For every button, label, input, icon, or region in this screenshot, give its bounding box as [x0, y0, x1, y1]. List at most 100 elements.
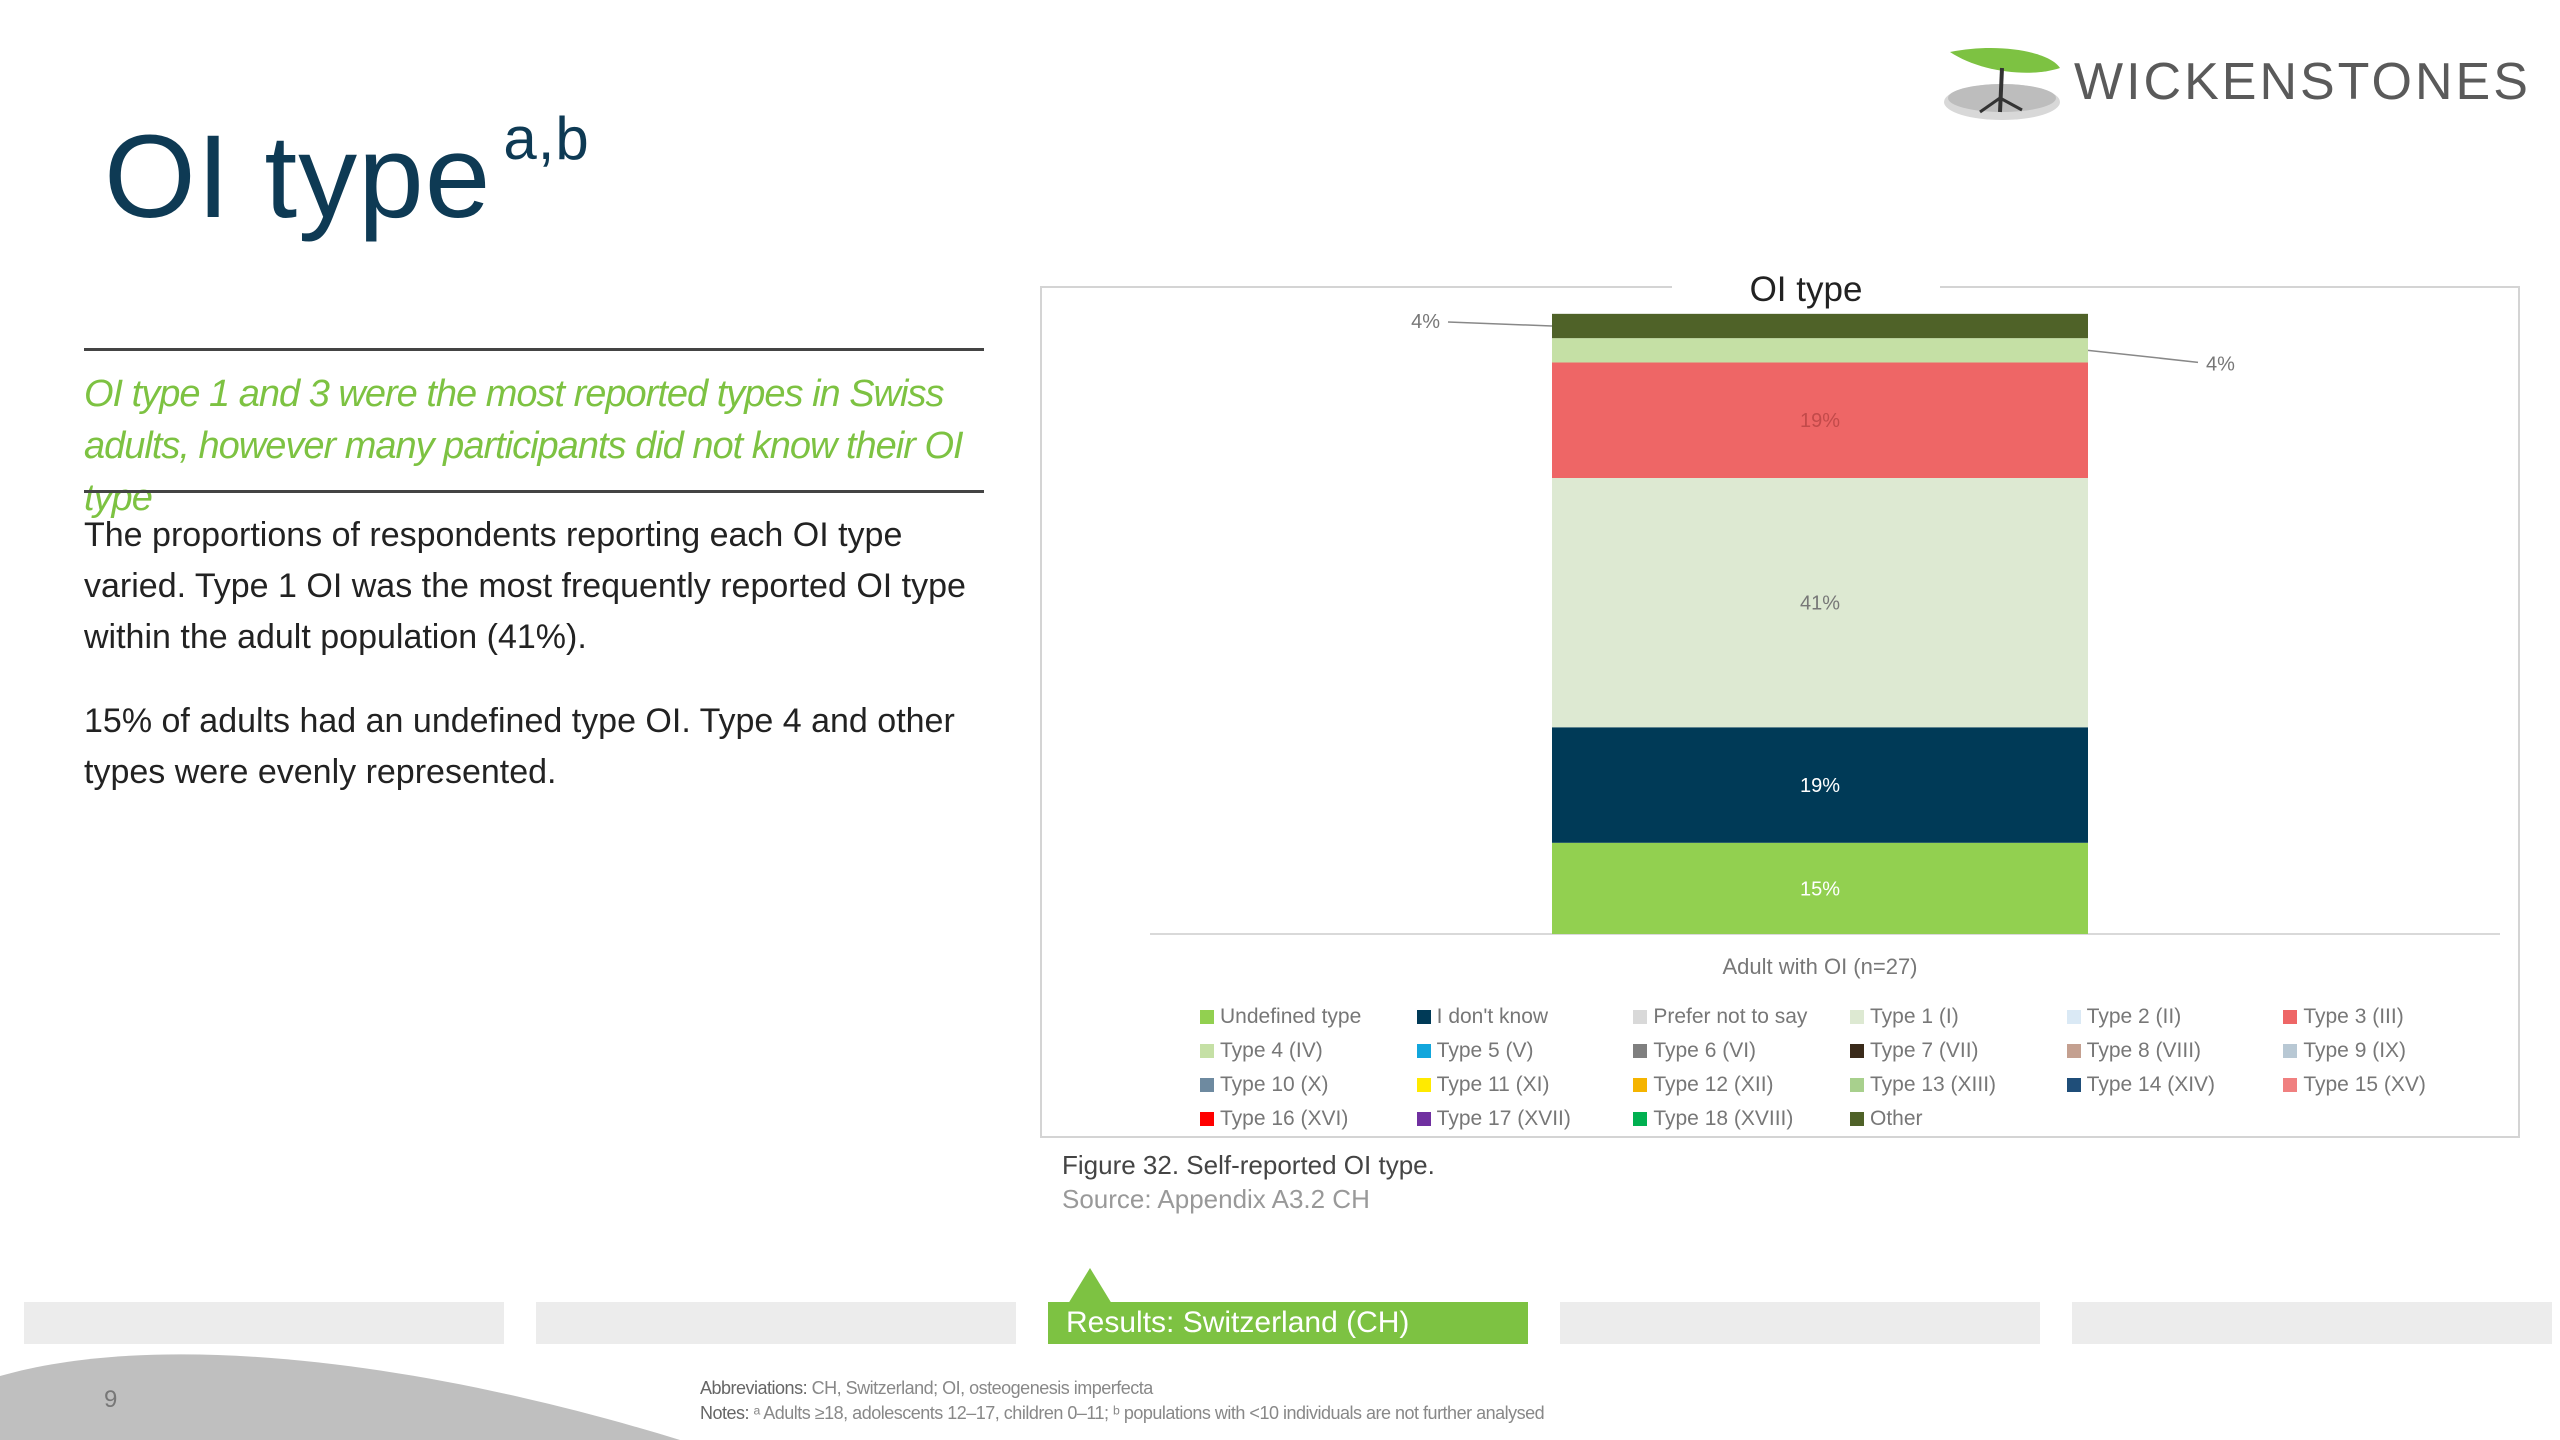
legend-swatch-type-4-iv [1200, 1044, 1214, 1058]
legend-swatch-prefer-not-to-say [1633, 1010, 1648, 1024]
legend-swatch-type-1-i [1850, 1010, 1864, 1024]
nav-segment-2[interactable] [536, 1302, 1016, 1344]
legend-swatch-type-14-xiv [2066, 1078, 2081, 1092]
legend-label-type-8-viii: Type 8 (VIII) [2086, 1039, 2202, 1062]
legend-label-type-14-xiv: Type 14 (XIV) [2086, 1073, 2216, 1096]
legend-label-type-15-xv: Type 15 (XV) [2303, 1073, 2426, 1096]
legend-item-undefined-type: Undefined type [1200, 1002, 1417, 1032]
data-label-other: 4% [1411, 311, 1440, 333]
data-label-undefined-type: 15% [1800, 878, 1840, 900]
legend-label-i-don-t-know: I don't know [1436, 1005, 1549, 1028]
nav-segment-5[interactable] [2072, 1302, 2552, 1344]
bar-segment-type-4-iv [1552, 338, 2088, 363]
data-label-type-3-iii: 19% [1800, 410, 1840, 432]
legend-item-type-9-ix: Type 9 (IX) [2283, 1036, 2500, 1066]
legend-item-type-4-iv: Type 4 (IV) [1200, 1036, 1417, 1066]
notes-text: ᵃ Adults ≥18, adolescents 12–17, childre… [753, 1403, 1545, 1423]
stacked-bar-chart: 15% 19% 41% 19% 4% 4% Adult with OI (n=27) [1150, 311, 2500, 979]
page-title: OI type a,b [104, 108, 590, 236]
legend-label-type-12-xii: Type 12 (XII) [1653, 1073, 1774, 1096]
legend-swatch-type-9-ix [2283, 1044, 2298, 1058]
nav-pointer-icon [1068, 1268, 1112, 1304]
chart-title: OI type [1672, 268, 1940, 312]
legend-item-prefer-not-to-say: Prefer not to say [1633, 1002, 1850, 1032]
figure-caption: Figure 32. Self-reported OI type. [1062, 1150, 1435, 1180]
legend-item-type-18-xviii: Type 18 (XVIII) [1633, 1104, 1850, 1134]
legend-item-type-17-xvii: Type 17 (XVII) [1416, 1104, 1634, 1134]
legend-swatch-type-6-vi [1633, 1044, 1648, 1058]
legend-swatch-type-2-ii [2066, 1010, 2081, 1024]
legend-item-type-10-x: Type 10 (X) [1200, 1070, 1417, 1100]
legend-label-prefer-not-to-say: Prefer not to say [1653, 1005, 1808, 1028]
bar-segment-undefined-type [1552, 842, 2088, 934]
body-paragraph-2: 15% of adults had an undefined type OI. … [84, 702, 955, 791]
page-title-superscript: a,b [503, 104, 590, 172]
legend-label-type-2-ii: Type 2 (II) [2086, 1005, 2182, 1028]
bottom-divider [84, 490, 984, 493]
data-label-type-1-i: 41% [1800, 593, 1840, 615]
legend-item-type-15-xv: Type 15 (XV) [2283, 1070, 2500, 1100]
key-finding-subheading: OI type 1 and 3 were the most reported t… [84, 373, 964, 519]
figure-source: Source: Appendix A3.2 CH [1062, 1184, 1370, 1214]
legend-item-type-13-xiii: Type 13 (XIII) [1850, 1070, 2067, 1100]
data-label-i-don-t-know: 19% [1800, 775, 1840, 797]
legend-label-type-18-xviii: Type 18 (XVIII) [1653, 1107, 1794, 1130]
nav-segment-active[interactable]: Results: Switzerland (CH) [1048, 1302, 1528, 1344]
legend-label-type-4-iv: Type 4 (IV) [1220, 1039, 1323, 1062]
bar-segment-i-don-t-know [1552, 727, 2088, 843]
body-paragraph-1: The proportions of respondents reporting… [84, 516, 966, 656]
legend-item-type-3-iii: Type 3 (III) [2283, 1002, 2500, 1032]
page-number: 9 [104, 1386, 118, 1413]
legend-label-type-9-ix: Type 9 (IX) [2303, 1039, 2407, 1062]
legend-label-type-5-v: Type 5 (V) [1436, 1039, 1534, 1062]
category-label: Adult with OI (n=27) [1722, 954, 1917, 979]
legend-swatch-undefined-type [1200, 1010, 1214, 1024]
legend-item-i-don-t-know: I don't know [1416, 1002, 1634, 1032]
legend-swatch-i-don-t-know [1416, 1010, 1431, 1024]
legend-item-type-11-xi: Type 11 (XI) [1416, 1070, 1634, 1100]
legend-swatch-type-7-vii [1850, 1044, 1864, 1058]
legend-item-other: Other [1850, 1104, 2067, 1134]
legend-label-other: Other [1870, 1107, 1923, 1130]
bar-segment-other [1552, 313, 2088, 339]
legend-label-type-10-x: Type 10 (X) [1220, 1073, 1329, 1096]
legend-swatch-type-5-v [1416, 1044, 1431, 1058]
legend-swatch-type-16-xvi [1200, 1112, 1214, 1126]
legend-label-type-13-xiii: Type 13 (XIII) [1870, 1073, 1997, 1096]
footer-swoosh-shape [0, 1354, 680, 1440]
abbreviations-label: Abbreviations: [700, 1378, 808, 1398]
legend-item-type-6-vi: Type 6 (VI) [1633, 1036, 1850, 1066]
nav-segment-4[interactable] [1560, 1302, 2040, 1344]
legend-label-type-17-xvii: Type 17 (XVII) [1436, 1107, 1571, 1130]
legend-item-type-16-xvi: Type 16 (XVI) [1200, 1104, 1417, 1134]
legend-item-type-7-vii: Type 7 (VII) [1850, 1036, 2067, 1066]
bar-segment-type-3-iii [1552, 362, 2088, 478]
top-divider [84, 348, 984, 351]
legend-item-type-8-viii: Type 8 (VIII) [2066, 1036, 2284, 1066]
legend-swatch-type-15-xv [2283, 1078, 2298, 1092]
legend-label-type-16-xvi: Type 16 (XVI) [1220, 1107, 1349, 1130]
nav-segment-1[interactable] [24, 1302, 504, 1344]
legend-swatch-type-10-x [1200, 1078, 1214, 1092]
abbreviations-note: Abbreviations: CH, Switzerland; OI, oste… [700, 1378, 1153, 1399]
legend-label-type-6-vi: Type 6 (VI) [1653, 1039, 1757, 1062]
legend-swatch-type-3-iii [2283, 1010, 2298, 1024]
legend-swatch-type-11-xi [1416, 1078, 1431, 1092]
legend-swatch-type-8-viii [2066, 1044, 2081, 1058]
notes-label: Notes: [700, 1403, 750, 1423]
legend-label-type-1-i: Type 1 (I) [1870, 1005, 1959, 1028]
data-label-type-4-iv: 4% [2206, 353, 2235, 375]
legend-item-type-5-v: Type 5 (V) [1416, 1036, 1634, 1066]
legend-label-undefined-type: Undefined type [1220, 1005, 1362, 1028]
data-label-leader-other [1447, 321, 1553, 327]
legend-label-type-3-iii: Type 3 (III) [2303, 1005, 2404, 1028]
legend-item-type-14-xiv: Type 14 (XIV) [2066, 1070, 2284, 1100]
wickenstones-logo-icon [1944, 47, 2060, 120]
legend-item-type-12-xii: Type 12 (XII) [1633, 1070, 1850, 1100]
legend-item-type-2-ii: Type 2 (II) [2066, 1002, 2284, 1032]
legend-swatch-type-13-xiii [1850, 1078, 1864, 1092]
chart-legend: Undefined type I don't know Prefer not to … [1200, 1002, 2500, 1134]
abbreviations-text: CH, Switzerland; OI, osteogenesis imperf… [811, 1378, 1154, 1398]
legend-item-type-1-i: Type 1 (I) [1850, 1002, 2067, 1032]
logo-wordmark: WICKENSTONES [2074, 53, 2531, 111]
